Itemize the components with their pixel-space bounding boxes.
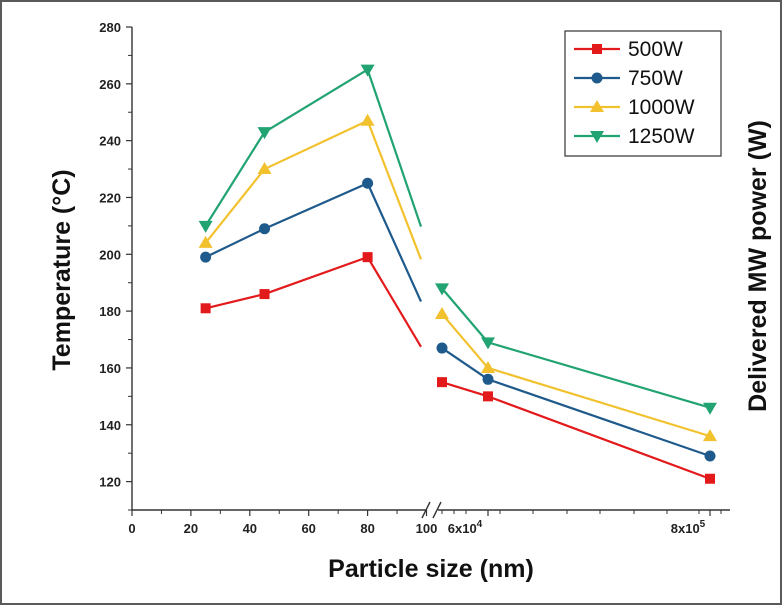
series-500W — [200, 252, 715, 484]
series-line-segment — [487, 366, 711, 438]
data-point — [198, 235, 213, 248]
series-line-segment — [204, 168, 266, 244]
legend-marker — [590, 131, 604, 143]
series-line-segment — [205, 227, 266, 259]
data-point — [259, 223, 271, 235]
data-point — [200, 251, 212, 263]
series-line-segment — [204, 131, 266, 227]
data-point — [360, 64, 375, 77]
data-point — [200, 303, 211, 314]
x-axis-title: Particle size (nm) — [328, 555, 534, 583]
x-tick-label: 100 — [416, 521, 438, 536]
y-tick-label: 160 — [99, 361, 121, 376]
x-tick-label: 40 — [243, 521, 257, 536]
series-line-segment — [366, 69, 423, 227]
data-point — [481, 360, 495, 373]
data-point — [481, 337, 495, 350]
y-tick-label: 140 — [99, 418, 121, 433]
legend-marker — [592, 44, 602, 54]
data-point — [435, 306, 449, 319]
series-line-segment — [487, 341, 711, 409]
data-point — [198, 220, 213, 233]
data-point — [257, 162, 272, 175]
series-1250W — [198, 64, 717, 415]
data-point — [483, 391, 493, 402]
legend-label: 500W — [628, 38, 683, 61]
data-point — [362, 177, 374, 189]
x-tick-label: 8x105 — [671, 519, 706, 536]
y-axis-title: Temperature (°C) — [48, 169, 76, 370]
y-tick-label: 240 — [99, 134, 121, 149]
series-line-segment — [205, 293, 265, 310]
series-line-segment — [366, 256, 422, 348]
x-tick-label: 80 — [360, 521, 374, 536]
x-tick-label: 6x104 — [448, 519, 483, 536]
legend-entry-750W: 750W — [574, 67, 683, 90]
series-line-segment — [263, 68, 369, 134]
data-point — [360, 113, 375, 126]
data-point — [436, 342, 448, 354]
legend-label: 1000W — [628, 96, 695, 119]
y-tick-label: 120 — [99, 475, 121, 490]
series-line-segment — [487, 395, 711, 480]
data-point — [482, 373, 494, 385]
series-line-segment — [441, 287, 489, 344]
legend-entry-1000W: 1000W — [574, 96, 695, 119]
legend-entry-500W: 500W — [574, 38, 683, 61]
legend-marker — [591, 72, 603, 84]
series-line-segment — [264, 119, 369, 171]
series-line-segment — [487, 378, 711, 458]
x-tick-label: 20 — [184, 521, 198, 536]
x-tick-label: 60 — [301, 521, 315, 536]
series-line-segment — [366, 120, 423, 260]
y-tick-label: 280 — [99, 20, 121, 35]
data-point — [437, 377, 447, 388]
data-point — [704, 450, 716, 462]
series-line-segment — [441, 347, 489, 381]
y-tick-label: 260 — [99, 77, 121, 92]
legend-marker — [590, 100, 604, 112]
legend-entry-1250W: 1250W — [574, 125, 695, 148]
series-line-segment — [264, 182, 369, 230]
y-tick-label: 220 — [99, 190, 121, 205]
series-line-segment — [366, 182, 423, 302]
series-line-segment — [264, 256, 368, 296]
legend-label: 1250W — [628, 125, 695, 148]
y-tick-label: 180 — [99, 304, 121, 319]
series-750W — [200, 177, 716, 462]
data-point — [705, 473, 715, 484]
series-line-segment — [441, 381, 489, 398]
data-point — [257, 127, 272, 140]
data-point — [703, 429, 717, 442]
data-point — [259, 289, 270, 300]
y-tick-label: 200 — [99, 247, 121, 262]
x-tick-label: 0 — [128, 521, 135, 536]
series-line-segment — [441, 313, 489, 369]
legend-label: 750W — [628, 67, 683, 90]
data-point — [703, 402, 717, 415]
data-point — [435, 283, 449, 296]
legend: 500W 750W 1000W 1250W — [564, 30, 722, 157]
data-point — [362, 252, 373, 263]
series-1000W — [198, 113, 717, 442]
right-axis-title: Delivered MW power (W) — [744, 120, 772, 412]
